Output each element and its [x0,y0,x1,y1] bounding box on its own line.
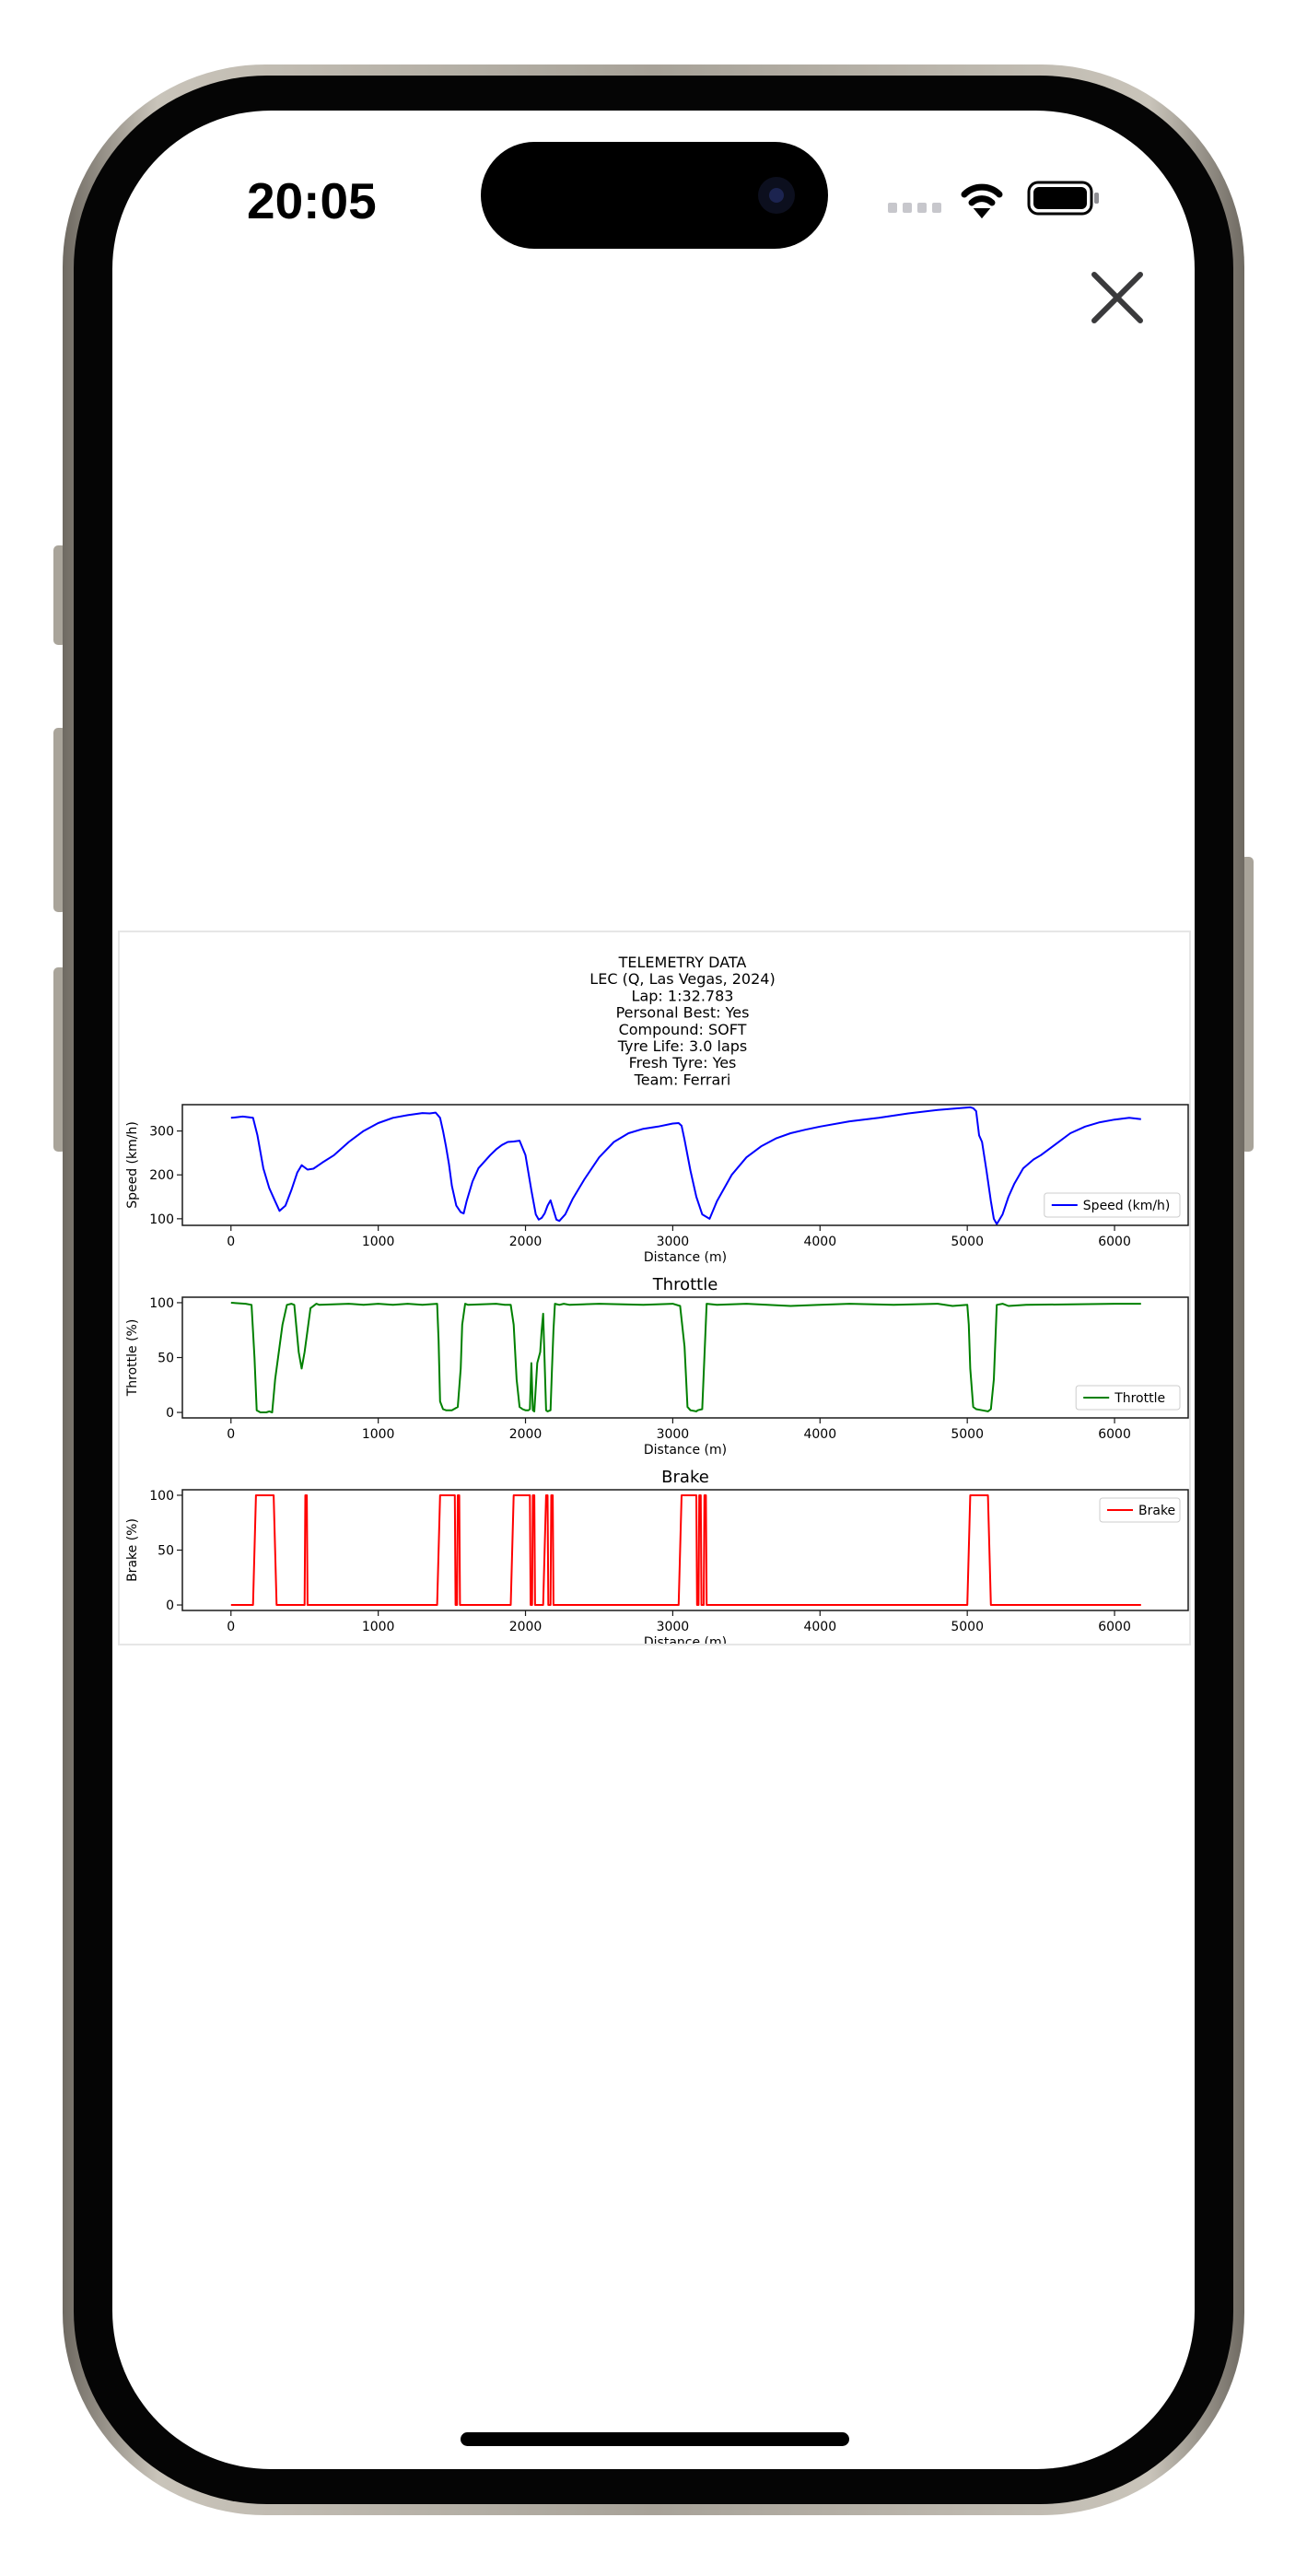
y-axis-label: Speed (km/h) [125,1121,140,1209]
y-tick-label: 0 [166,1406,174,1421]
wifi-icon [961,183,1003,219]
x-tick-label: 5000 [951,1235,984,1249]
x-tick-label: 0 [227,1235,235,1249]
series-line [230,1106,1141,1225]
x-axis-label: Distance (m) [644,1635,727,1644]
x-tick-label: 3000 [657,1620,690,1634]
y-tick-label: 100 [149,1212,174,1227]
y-axis-label: Throttle (%) [125,1319,140,1398]
x-tick-label: 5000 [951,1427,984,1442]
x-tick-label: 3000 [657,1427,690,1442]
x-tick-label: 4000 [803,1427,836,1442]
figure-header-line: Personal Best: Yes [616,1004,750,1022]
camera-lens-icon [769,188,784,203]
throttle-chart: Throttle 0 1000 2000 3000 4000 5000 6000 0 50 100 D… [125,1275,1189,1458]
dynamic-island [481,142,828,249]
plot-frame [181,1489,1189,1611]
legend-box [1075,1385,1181,1411]
close-icon [1091,272,1143,323]
chart-legend: Throttle [1075,1385,1181,1411]
brake-chart: Brake 0 1000 2000 3000 4000 5000 6000 0 50 100 Dist… [125,1468,1189,1650]
status-bar-time: 20:05 [247,172,377,229]
x-tick-label: 0 [227,1427,235,1442]
figure-header-line: Compound: SOFT [619,1021,747,1038]
y-tick-label: 0 [166,1598,174,1613]
x-tick-label: 1000 [362,1235,395,1249]
figure-header-line: Team: Ferrari [634,1071,731,1088]
y-tick-label: 50 [158,1544,174,1559]
y-tick-label: 50 [158,1352,174,1366]
cellular-signal-icon [888,203,941,213]
x-axis-label: Distance (m) [644,1250,727,1265]
x-tick-label: 1000 [362,1427,395,1442]
legend-label: Speed (km/h) [1083,1199,1171,1213]
series-line [230,1494,1141,1606]
series-line [230,1302,1141,1413]
status-icons [888,181,1099,219]
x-tick-label: 2000 [509,1620,543,1634]
figure-header-line: Lap: 1:32.783 [632,987,734,1004]
x-tick-label: 4000 [803,1620,836,1634]
figure-header-line: Fresh Tyre: Yes [629,1054,737,1071]
x-tick-label: 3000 [657,1235,690,1249]
x-tick-label: 6000 [1098,1427,1131,1442]
x-tick-label: 1000 [362,1620,395,1634]
x-tick-label: 6000 [1098,1620,1131,1634]
y-tick-label: 100 [149,1296,174,1311]
chart-title: Throttle [652,1275,718,1294]
legend-label: Throttle [1114,1391,1165,1406]
figure-header-line: Tyre Life: 3.0 laps [617,1037,748,1055]
battery-icon [1027,181,1099,216]
x-tick-label: 6000 [1098,1235,1131,1249]
y-tick-label: 300 [149,1125,174,1140]
legend-box [1044,1192,1181,1218]
figure-header-line: LEC (Q, Las Vegas, 2024) [589,970,775,988]
x-axis-label: Distance (m) [644,1443,727,1458]
close-button[interactable] [1087,267,1148,328]
x-tick-label: 5000 [951,1620,984,1634]
x-tick-label: 4000 [803,1235,836,1249]
plot-frame [181,1104,1189,1226]
figure-header-line: TELEMETRY DATA [618,954,747,971]
chart-legend: Speed (km/h) [1044,1192,1181,1218]
chart-title: Brake [661,1468,709,1487]
x-tick-label: 0 [227,1620,235,1634]
home-indicator[interactable] [461,2432,849,2446]
y-tick-label: 100 [149,1489,174,1504]
chart-legend: Brake [1099,1497,1181,1523]
speed-chart: 0 1000 2000 3000 4000 5000 6000 100 200 300 Distan… [125,1104,1189,1265]
legend-label: Brake [1138,1504,1175,1518]
y-tick-label: 200 [149,1168,174,1183]
y-axis-label: Brake (%) [125,1518,140,1582]
legend-box [1099,1497,1181,1523]
x-tick-label: 2000 [509,1427,543,1442]
telemetry-figure-card: TELEMETRY DATA LEC (Q, Las Vegas, 2024) La… [118,931,1191,1650]
x-tick-label: 2000 [509,1235,543,1249]
